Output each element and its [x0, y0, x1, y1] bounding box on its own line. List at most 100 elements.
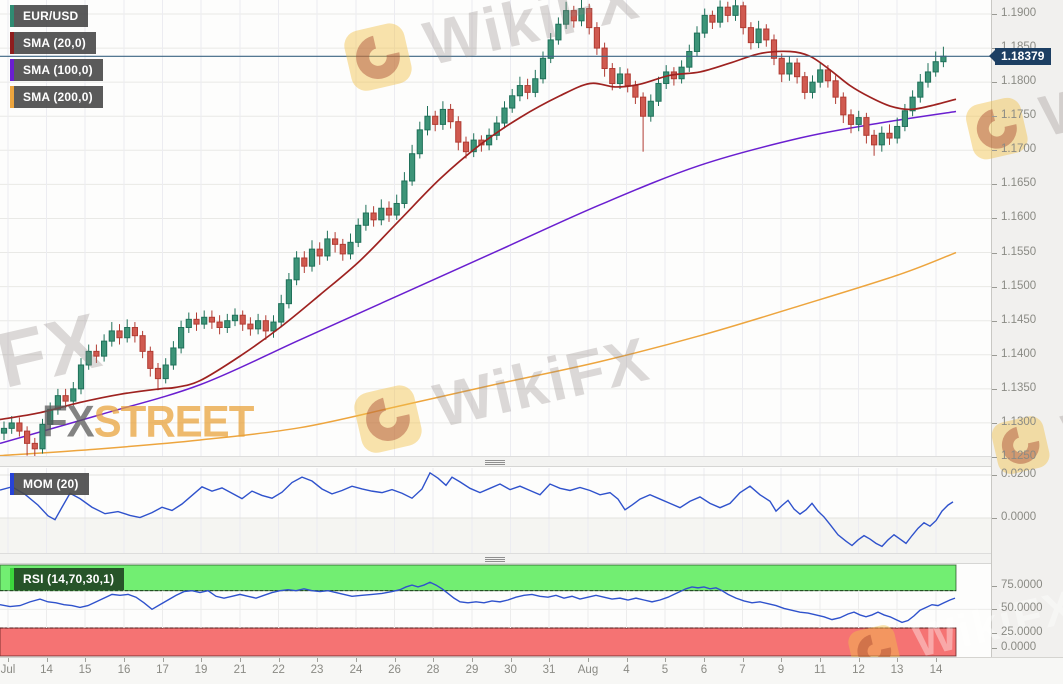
axis-tick	[992, 632, 997, 634]
panel-splitter-handle[interactable]	[483, 556, 507, 563]
price-tick-label: 1.1550	[1001, 245, 1037, 258]
axis-tick	[992, 184, 997, 186]
axis-tick	[992, 388, 997, 390]
axis-tick	[992, 457, 997, 458]
date-tick-label: 12	[852, 664, 865, 676]
axis-tick	[820, 658, 821, 662]
sma20-legend: SMA (20,0)	[10, 32, 96, 54]
axis-tick	[394, 658, 396, 662]
symbol-legend: EUR/USD	[10, 5, 89, 27]
rsi-legend-label: RSI (14,70,30,1)	[14, 568, 125, 590]
price-tick-label: 1.1300	[1001, 415, 1037, 428]
panel-divider	[0, 456, 991, 467]
price-tick-label: 1.1450	[1001, 313, 1037, 326]
axis-tick	[897, 658, 898, 662]
date-tick-label: 15	[78, 664, 92, 676]
axis-tick	[992, 475, 997, 476]
axis-tick	[704, 658, 705, 662]
sma100-legend-color-bar	[10, 59, 14, 81]
axis-tick	[992, 422, 997, 424]
axis-tick	[992, 586, 997, 587]
date-tick-label: 28	[426, 664, 440, 676]
axis-tick	[472, 658, 473, 662]
axis-tick	[240, 658, 241, 662]
rsi-chart-canvas	[0, 564, 991, 657]
price-gridlines	[0, 0, 991, 456]
sma200-legend: SMA (200,0)	[10, 86, 103, 108]
axis-tick	[858, 658, 860, 662]
axis-tick	[742, 658, 744, 662]
momentum-line	[0, 471, 954, 548]
panel-splitter-handle[interactable]	[483, 459, 507, 466]
axis-tick	[510, 658, 512, 662]
axis-tick	[549, 658, 550, 662]
date-tick-label: 23	[310, 664, 324, 676]
sma100-legend-label: SMA (100,0)	[14, 59, 103, 81]
momentum-legend-label: MOM (20)	[14, 473, 89, 495]
axis-tick	[992, 354, 997, 356]
axis-tick	[85, 658, 86, 662]
date-tick-label: 26	[388, 664, 401, 676]
price-tick-label: 1.1400	[1001, 347, 1037, 360]
axis-tick	[992, 14, 997, 15]
axis-tick	[936, 658, 937, 662]
axis-tick	[317, 658, 318, 662]
date-tick-label: Aug	[577, 664, 599, 676]
price-panel: EUR/USD SMA (20,0) SMA (100,0) SMA (200,0) …	[0, 0, 991, 456]
axis-tick	[433, 658, 434, 662]
axis-tick	[8, 658, 9, 662]
date-tick-label: 31	[542, 664, 556, 676]
sma20-legend-color-bar	[10, 32, 14, 54]
axis-tick	[356, 658, 357, 662]
candles-layer	[0, 0, 947, 456]
date-tick-label: 14	[929, 664, 943, 676]
sma200-legend-color-bar	[10, 86, 14, 108]
axis-tick	[124, 658, 125, 662]
date-tick-label: 24	[349, 664, 363, 676]
axis-tick	[992, 320, 997, 322]
momentum-tick-label: 0.0200	[1001, 468, 1037, 480]
rsi-overbought-band	[0, 564, 957, 592]
date-tick-label: 4	[623, 664, 630, 676]
rsi-legend: RSI (14,70,30,1)	[10, 568, 125, 590]
axis-tick	[665, 658, 666, 662]
axis-tick	[992, 252, 997, 254]
price-chart-canvas	[0, 0, 991, 456]
rsi-oversold-band	[0, 627, 957, 657]
sma20-line	[0, 50, 957, 421]
axis-tick	[992, 609, 997, 611]
price-tick-label: 1.1700	[1001, 143, 1037, 156]
axis-tick	[992, 286, 997, 288]
date-tick-label: 6	[700, 664, 708, 676]
date-tick-label: 21	[233, 664, 247, 676]
sma200-line	[0, 251, 957, 456]
price-tick-label: 1.1900	[1001, 7, 1037, 19]
axis-tick	[992, 150, 997, 152]
axis-tick	[588, 658, 589, 662]
axis-tick	[201, 658, 202, 662]
axis-tick	[992, 218, 997, 220]
axis-tick	[992, 648, 997, 649]
date-tick-label: 16	[117, 664, 131, 676]
momentum-chart-canvas	[0, 468, 991, 553]
rsi-tick-label: 0.0000	[1001, 641, 1037, 653]
date-tick-label: 11	[814, 664, 826, 676]
axis-tick	[46, 658, 48, 662]
sma200-legend-label: SMA (200,0)	[14, 86, 103, 108]
axis-tick	[992, 116, 997, 118]
date-tick-label: Jul	[0, 664, 16, 676]
momentum-tick-label: 0.0000	[1001, 511, 1037, 523]
axis-tick	[278, 658, 280, 662]
axis-tick	[162, 658, 164, 662]
rsi-tick-label: 75.0000	[1001, 579, 1043, 591]
date-tick-label: 19	[194, 664, 208, 676]
sma20-legend-label: SMA (20,0)	[14, 32, 96, 54]
price-tick-label: 1.1350	[1001, 381, 1037, 394]
rsi-line	[0, 581, 956, 624]
axis-tick	[626, 658, 628, 662]
date-tick-label: 29	[465, 664, 479, 676]
price-tick-label: 1.1250	[1001, 450, 1037, 462]
axis-tick	[992, 48, 997, 50]
price-tick-label: 1.1650	[1001, 177, 1037, 190]
